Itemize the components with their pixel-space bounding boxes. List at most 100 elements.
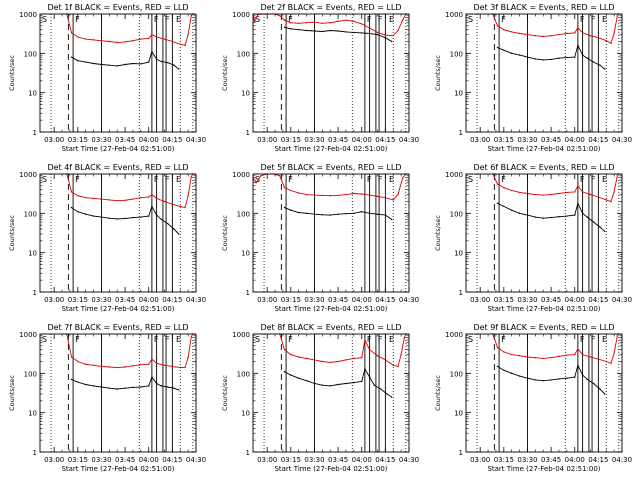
- series-events-point: [329, 214, 331, 216]
- series-lld-point: [329, 195, 331, 197]
- flag-label: F: [501, 175, 506, 184]
- series-events-point: [390, 40, 393, 43]
- series-lld-point: [384, 359, 387, 361]
- series-lld-point: [526, 192, 529, 195]
- series-events-point: [345, 31, 347, 33]
- series-lld-point: [179, 366, 181, 369]
- series-events-point: [177, 68, 180, 70]
- series-lld-point: [70, 191, 73, 193]
- x-tick-label: 03:00: [257, 456, 277, 464]
- x-tick-label: 04:30: [399, 296, 419, 304]
- series-events-point: [345, 382, 347, 385]
- x-tick-label: 04:15: [588, 136, 608, 144]
- series-events-point: [173, 228, 175, 230]
- series-events-point: [92, 62, 95, 65]
- series-events-point: [313, 213, 316, 215]
- series-events-point: [353, 212, 355, 215]
- detector-panel-3: Det 3f BLACK = Events, RED = LLD Counts/s…: [434, 3, 632, 153]
- series-events-point: [155, 214, 158, 216]
- x-tick-label: 03:30: [517, 136, 537, 144]
- series-events-point: [534, 58, 537, 60]
- series-events-point: [283, 371, 286, 373]
- series-lld-point: [190, 336, 192, 338]
- series-events-point: [376, 33, 379, 36]
- series-lld-point: [337, 194, 339, 197]
- series-lld-point: [613, 352, 615, 355]
- x-tick-label: 03:15: [281, 456, 301, 464]
- series-events-point: [577, 364, 579, 367]
- series-events-point: [92, 215, 95, 217]
- series-lld-point: [384, 196, 387, 199]
- series-events-point: [290, 28, 292, 30]
- detector-panel-6: Det 6f BLACK = Events, RED = LLD Counts/s…: [434, 163, 632, 313]
- y-tick-label: 1: [459, 289, 463, 297]
- x-tick-label: 03:30: [517, 296, 537, 304]
- panel-title: Det 6f BLACK = Events, RED = LLD: [473, 163, 614, 172]
- y-tick-label: 1: [33, 289, 37, 297]
- series-events-point: [534, 216, 537, 218]
- series-lld-point: [77, 360, 79, 363]
- flag-label: F: [288, 335, 293, 344]
- y-tick-label: 1: [459, 449, 463, 457]
- series-events-point: [566, 215, 568, 217]
- x-tick-label: 04:15: [162, 136, 182, 144]
- series-events-point: [116, 388, 118, 390]
- series-events-point: [526, 377, 529, 379]
- series-lld-point: [597, 358, 600, 360]
- series-lld-line: [279, 333, 407, 367]
- series-lld-point: [84, 38, 87, 40]
- series-lld-point: [368, 348, 371, 351]
- series-events-point: [503, 49, 505, 51]
- series-lld-point: [503, 186, 505, 189]
- series-events-point: [297, 28, 300, 31]
- series-lld-point: [361, 23, 363, 25]
- y-tick-label: 10: [28, 250, 37, 258]
- panel-title: Det 5f BLACK = Events, RED = LLD: [260, 163, 401, 172]
- series-lld-point: [397, 29, 399, 32]
- series-events-point: [496, 46, 499, 49]
- plot-frame: [465, 173, 623, 293]
- series-events-point: [581, 212, 584, 215]
- series-lld-point: [321, 22, 324, 25]
- series-events-point: [173, 64, 175, 66]
- series-lld-point: [313, 194, 316, 196]
- x-tick-label: 03:00: [44, 136, 64, 144]
- series-lld-point: [255, 182, 257, 184]
- series-events-point: [160, 60, 163, 63]
- series-events-point: [542, 59, 544, 61]
- series-lld-point: [376, 31, 379, 34]
- x-tick-label: 03:00: [470, 296, 490, 304]
- series-events-point: [379, 388, 382, 390]
- y-tick-label: 1000: [445, 331, 463, 339]
- series-events-point: [558, 216, 560, 218]
- flag-label: F: [154, 15, 159, 24]
- series-lld-point: [550, 35, 552, 37]
- x-axis-label: Start Time (27-Feb-04 02:51:00): [487, 145, 600, 153]
- x-tick-label: 04:30: [399, 456, 419, 464]
- series-lld-line: [66, 173, 194, 209]
- y-tick-label: 1000: [445, 11, 463, 19]
- x-tick-label: 03:45: [328, 456, 348, 464]
- series-events-point: [321, 214, 324, 216]
- x-tick-label: 03:15: [68, 456, 88, 464]
- series-lld-point: [305, 22, 308, 24]
- series-events-point: [376, 213, 379, 215]
- series-events-point: [603, 68, 606, 70]
- plot-frame: [252, 13, 410, 133]
- series-lld-point: [163, 200, 166, 203]
- series-lld-point: [171, 203, 174, 205]
- detector-panel-9: Det 9f BLACK = Events, RED = LLD Counts/s…: [434, 323, 632, 473]
- series-lld-point: [589, 356, 592, 358]
- series-events-point: [586, 378, 589, 381]
- series-events-point: [329, 385, 331, 387]
- y-tick-label: 1: [33, 129, 37, 137]
- series-lld-point: [597, 36, 600, 39]
- series-events-point: [283, 206, 286, 209]
- x-tick-label: 03:30: [517, 456, 537, 464]
- series-lld-point: [401, 177, 404, 179]
- series-lld-point: [155, 197, 158, 200]
- flag-label: F: [154, 175, 159, 184]
- flag-label: S: [42, 335, 47, 344]
- series-events-point: [321, 30, 324, 33]
- series-events-point: [503, 205, 505, 208]
